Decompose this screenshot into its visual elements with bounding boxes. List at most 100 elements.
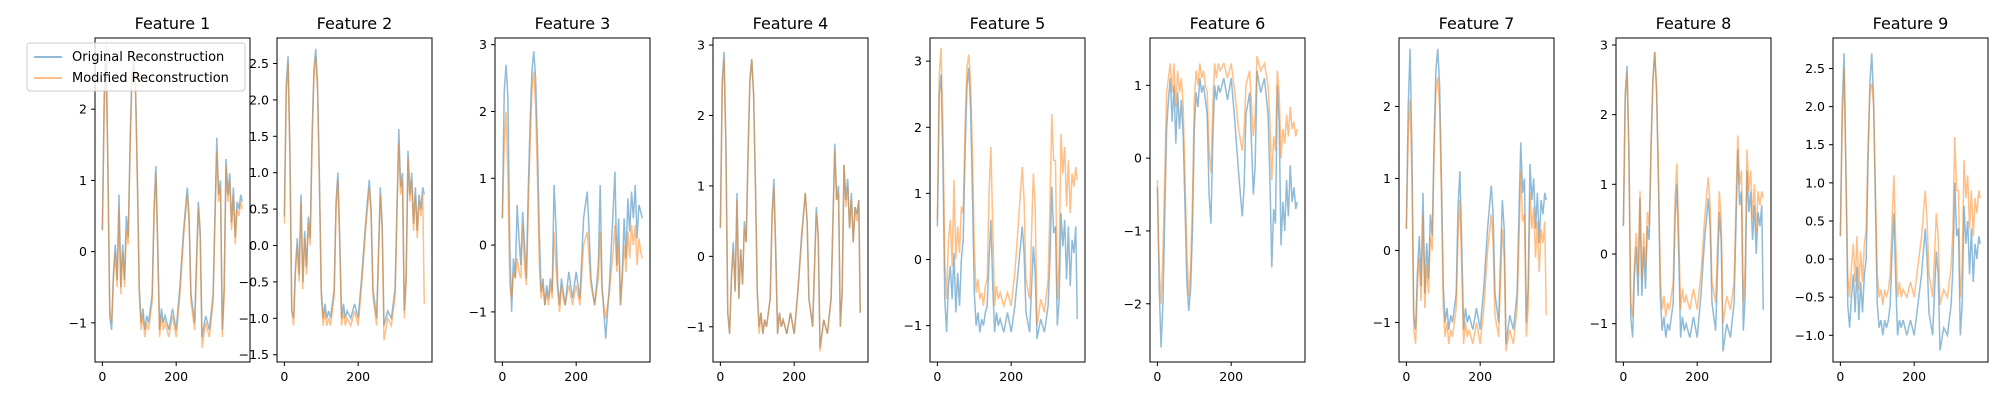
y-tick-label: 2.0 [249,92,269,107]
y-tick-label: 2.5 [249,56,269,71]
axes-frame [929,37,1086,363]
y-tick-label: 0 [914,252,922,267]
x-tick-label: 200 [1902,369,1926,384]
subplot-4: Feature 4 −1 0 1 2 3 0 200 [687,14,869,384]
y-tick-label: 3 [914,54,922,69]
y-tick-label: 1 [697,178,705,193]
y-tick-label: 2 [79,102,87,117]
series-line-modified [501,71,643,319]
y-tick-label: 0 [1134,151,1142,166]
y-tick-label: 1.0 [249,165,269,180]
y-tick-label: −1 [687,319,705,334]
y-tick-label: 2 [914,120,922,135]
y-tick-label: 1 [79,173,87,188]
series-line-original [936,67,1078,339]
subplot-title: Feature 7 [1439,14,1515,33]
y-tick-label: 2.0 [1805,99,1825,114]
series-line-original [1156,70,1298,348]
legend: Original Reconstruction Modified Reconst… [26,42,246,92]
y-tick-label: 2 [479,104,487,119]
axes-frame [1149,37,1306,363]
y-tick-label: −1 [1373,315,1391,330]
y-tick-label: 1.5 [1805,137,1825,152]
y-tick-label: 3 [697,38,705,53]
subplot-title: Feature 5 [970,14,1046,33]
x-tick-label: 0 [1836,369,1844,384]
x-tick-label: 200 [1219,369,1243,384]
axes-frame [494,37,651,363]
subplot-7: Feature 7 −1 0 1 2 0 200 [1373,14,1555,384]
legend-label-modified: Modified Reconstruction [72,71,229,86]
y-tick-label: 1 [479,171,487,186]
y-tick-label: 0.5 [1805,213,1825,228]
subplot-title: Feature 1 [135,14,211,33]
subplot-title: Feature 4 [753,14,829,33]
y-tick-label: 0 [1600,247,1608,262]
y-tick-label: −1.0 [239,311,269,326]
y-tick-label: 0 [1383,243,1391,258]
y-tick-label: 0 [479,238,487,253]
legend-label-original: Original Reconstruction [72,50,224,65]
y-tick-label: −1 [69,315,87,330]
y-tick-label: 2 [697,108,705,123]
subplot-1: Feature 1 −1 0 1 2 0 200 [69,14,251,384]
y-tick-label: 0.5 [249,202,269,217]
subplot-title: Feature 9 [1873,14,1949,33]
x-tick-label: 200 [346,369,370,384]
y-tick-label: 3 [1600,37,1608,52]
series-line-modified [101,59,243,348]
series-line-modified [1839,68,1981,305]
y-tick-label: −1.0 [1795,328,1825,343]
subplot-9: Feature 9 −1.0 −0.5 0.0 0.5 1.0 1.5 2.0 2.5 0 200 [1795,14,1989,384]
axes-frame [712,37,869,363]
y-tick-label: 0 [697,249,705,264]
axes-frame [1398,37,1555,363]
y-tick-label: −1 [469,304,487,319]
subplot-title: Feature 6 [1190,14,1266,33]
axes-frame [94,37,251,363]
x-tick-label: 0 [1153,369,1161,384]
y-tick-label: −1 [904,318,922,333]
series-line-modified [1156,56,1298,304]
x-tick-label: 200 [1468,369,1492,384]
y-tick-label: 1 [1600,177,1608,192]
x-tick-label: 0 [280,369,288,384]
y-tick-label: 3 [479,37,487,52]
x-tick-label: 200 [1685,369,1709,384]
x-tick-label: 200 [164,369,188,384]
y-tick-label: 1 [1134,78,1142,93]
y-tick-label: 0 [79,244,87,259]
subplot-6: Feature 6 −2 −1 0 1 0 200 [1124,14,1306,384]
subplot-5: Feature 5 −1 0 1 2 3 0 200 [904,14,1086,384]
legend-frame [26,42,246,92]
series-line-original [1839,53,1981,351]
y-tick-label: −0.5 [239,274,269,289]
x-tick-label: 200 [782,369,806,384]
subplot-title: Feature 3 [535,14,611,33]
y-tick-label: −2 [1124,296,1142,311]
subplot-3: Feature 3 −1 0 1 2 3 0 200 [469,14,651,384]
series-line-modified [1405,77,1547,352]
series-line-modified [283,56,425,341]
series-line-modified [936,47,1078,326]
x-tick-label: 0 [1619,369,1627,384]
subplot-title: Feature 8 [1656,14,1732,33]
y-tick-label: −1 [1590,316,1608,331]
y-tick-label: −0.5 [1795,290,1825,305]
x-tick-label: 0 [498,369,506,384]
y-tick-label: 1 [914,186,922,201]
y-tick-label: 2.5 [1805,61,1825,76]
x-tick-label: 200 [999,369,1023,384]
subplot-title: Feature 2 [317,14,393,33]
series-line-modified [1622,51,1764,324]
axes-frame [1615,37,1772,363]
y-tick-label: 1 [1383,171,1391,186]
y-tick-label: 2 [1600,107,1608,122]
y-tick-label: 0.0 [1805,252,1825,267]
y-tick-label: 2 [1383,99,1391,114]
series-line-modified [719,59,861,352]
x-tick-label: 200 [564,369,588,384]
